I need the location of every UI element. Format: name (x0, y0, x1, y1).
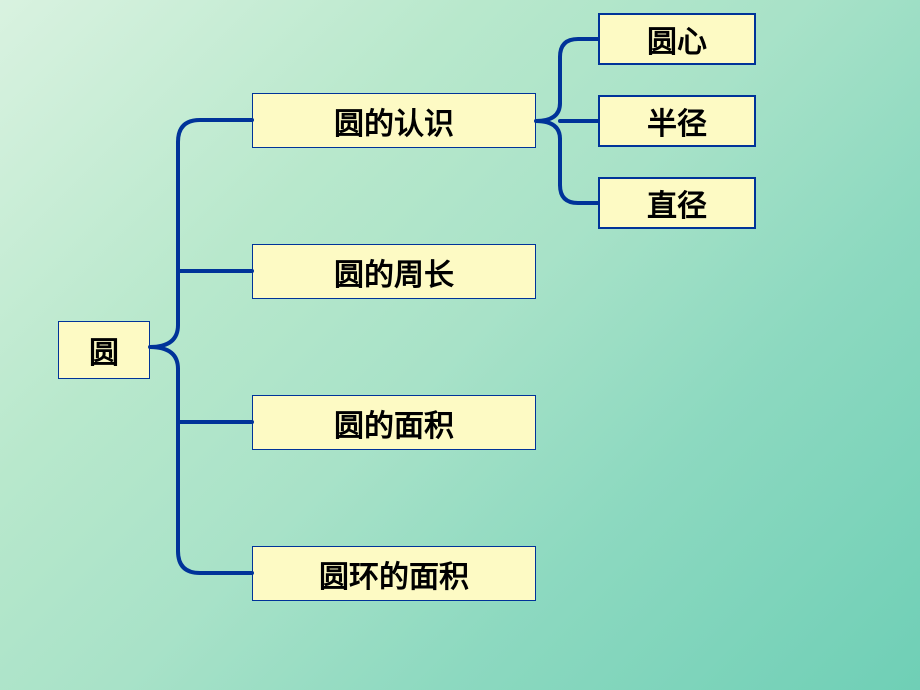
level3-node-1: 半径 (598, 95, 756, 147)
level3-label-2: 直径 (647, 181, 707, 225)
brace-level2-to-level3 (536, 13, 598, 229)
level3-node-0: 圆心 (598, 13, 756, 65)
brace-root-to-level2 (150, 93, 252, 601)
level2-label-0: 圆的认识 (334, 99, 454, 143)
root-node: 圆 (58, 321, 150, 379)
level2-node-2: 圆的面积 (252, 395, 536, 450)
level2-label-3: 圆环的面积 (319, 552, 469, 596)
level2-node-1: 圆的周长 (252, 244, 536, 299)
root-label: 圆 (89, 328, 119, 372)
level2-label-2: 圆的面积 (334, 401, 454, 445)
level2-label-1: 圆的周长 (334, 250, 454, 294)
level2-node-0: 圆的认识 (252, 93, 536, 148)
level2-node-3: 圆环的面积 (252, 546, 536, 601)
level3-label-1: 半径 (647, 99, 707, 143)
level3-label-0: 圆心 (647, 17, 707, 61)
level3-node-2: 直径 (598, 177, 756, 229)
